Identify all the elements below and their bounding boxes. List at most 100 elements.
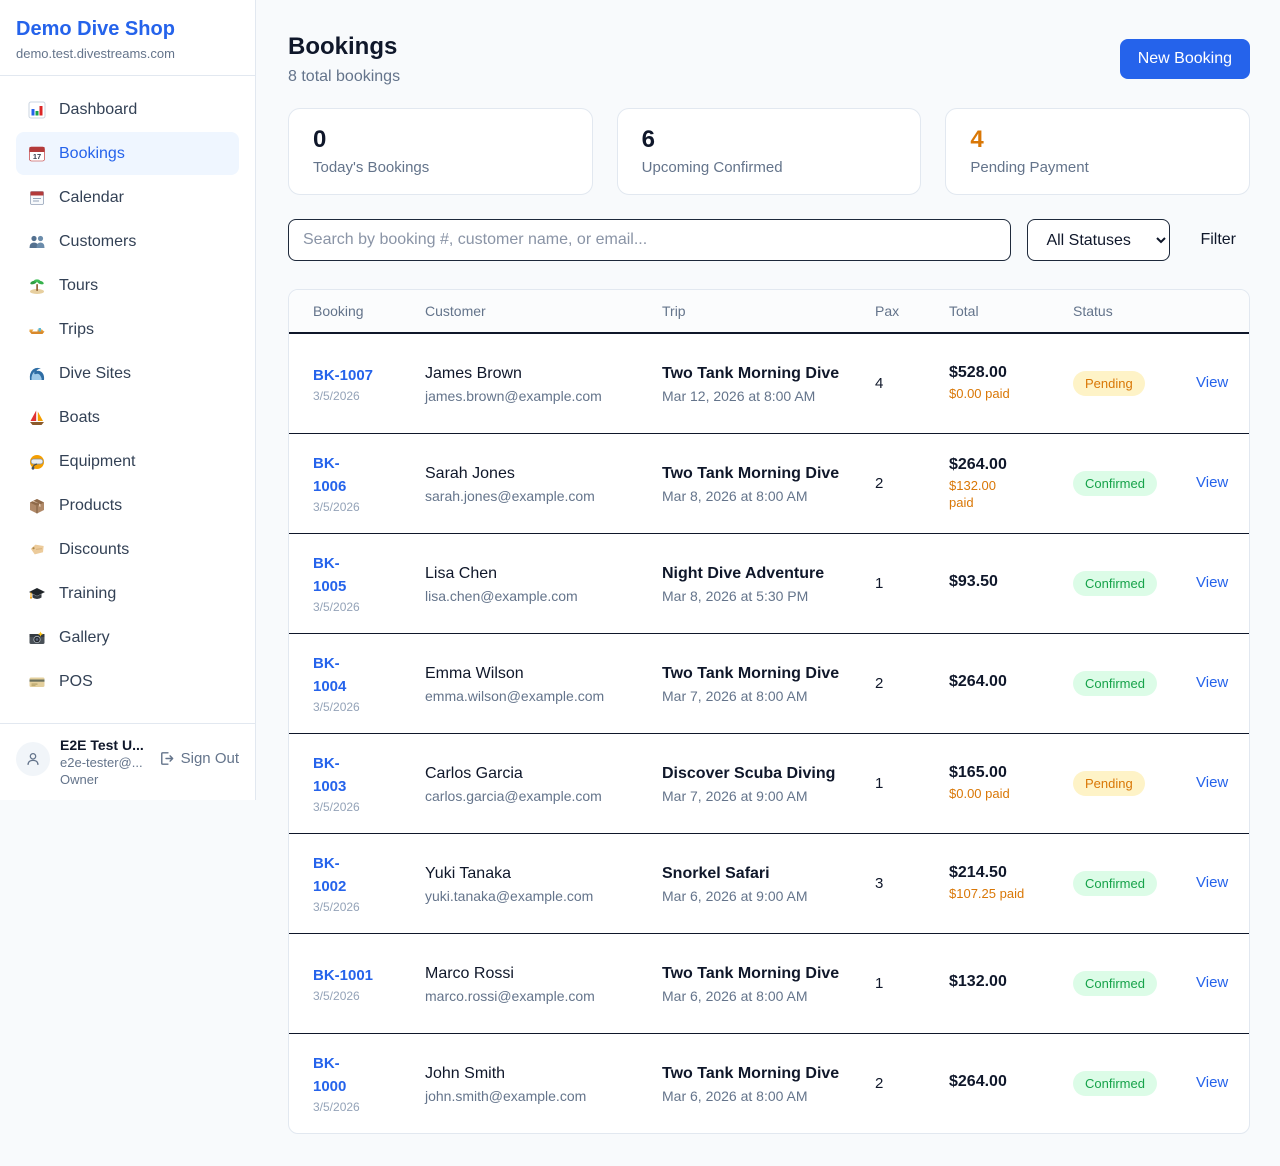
stat-value: 0 xyxy=(313,126,327,153)
sidebar-item-training[interactable]: Training xyxy=(16,572,239,615)
pax-count: 2 xyxy=(875,632,949,733)
view-link[interactable]: View xyxy=(1196,374,1229,392)
total-amount: $528.00 xyxy=(949,364,1007,382)
total-amount: $264.00 xyxy=(949,672,1007,690)
booking-date: 3/5/2026 xyxy=(313,988,360,1003)
bookings-table: Booking Customer Trip Pax Total Status B… xyxy=(289,290,1249,1133)
sidebar-item-products[interactable]: Products xyxy=(16,484,239,527)
table-row: BK-1007 3/5/2026 James Brown james.brown@e… xyxy=(289,333,1249,433)
status-badge: Confirmed xyxy=(1073,870,1157,896)
pax-count: 1 xyxy=(875,532,949,633)
booking-id-link[interactable]: BK-1001 xyxy=(313,966,374,984)
people-icon xyxy=(28,233,46,251)
user-email: e2e-tester@... xyxy=(60,755,143,770)
calendar-17-icon: 17 xyxy=(28,145,46,163)
page-subtitle: 8 total bookings xyxy=(288,68,401,85)
table-controls: All Statuses Filter xyxy=(288,219,1250,261)
view-link[interactable]: View xyxy=(1196,574,1229,591)
booking-date: 3/5/2026 xyxy=(313,388,360,403)
trip-name: Night Dive Adventure xyxy=(662,565,825,582)
view-link[interactable]: View xyxy=(1196,1074,1229,1092)
sidebar-header: Demo Dive Shop demo.test.divestreams.com xyxy=(0,0,255,76)
booking-id-link[interactable]: BK- 1002 xyxy=(313,855,347,895)
filter-button[interactable]: Filter xyxy=(1186,223,1250,257)
search-input[interactable] xyxy=(288,219,1012,261)
booking-id-link[interactable]: BK-1007 xyxy=(313,366,374,384)
table-row: BK-1001 3/5/2026 Marco Rossi marco.rossi@e… xyxy=(289,932,1249,1033)
pax-count: 2 xyxy=(875,432,949,533)
pax-count: 3 xyxy=(875,832,949,933)
status-filter-select[interactable]: All Statuses xyxy=(1027,219,1171,261)
view-link[interactable]: View xyxy=(1196,474,1229,491)
trip-datetime: Mar 7, 2026 at 9:00 AM xyxy=(662,788,808,804)
sidebar-item-boats[interactable]: Boats xyxy=(16,396,239,439)
sidebar-item-discounts[interactable]: Discounts xyxy=(16,528,239,571)
sidebar-item-pos[interactable]: POS xyxy=(16,660,239,703)
package-icon xyxy=(28,497,46,515)
sidebar-item-bookings[interactable]: 17 Bookings xyxy=(16,132,239,175)
trip-datetime: Mar 6, 2026 at 8:00 AM xyxy=(662,988,808,1004)
sidebar-item-dive-sites[interactable]: Dive Sites xyxy=(16,352,239,395)
calendar-pad-icon xyxy=(28,189,46,207)
sidebar-item-label: Dive Sites xyxy=(59,365,132,382)
customer-name: Yuki Tanaka xyxy=(425,864,511,882)
sidebar: Demo Dive Shop demo.test.divestreams.com… xyxy=(0,0,256,800)
sign-out-icon xyxy=(160,752,173,765)
paid-amount: $0.00 paid xyxy=(949,786,1010,801)
table-header-row: Booking Customer Trip Pax Total Status xyxy=(289,290,1249,334)
sign-out-button[interactable]: Sign Out xyxy=(158,750,239,767)
customer-email: john.smith@example.com xyxy=(425,1087,587,1104)
sidebar-item-tours[interactable]: Tours xyxy=(16,264,239,307)
sidebar-item-label: Trips xyxy=(59,321,94,338)
customer-name: Marco Rossi xyxy=(425,964,514,982)
view-link[interactable]: View xyxy=(1196,774,1229,791)
stat-value: 6 xyxy=(641,126,656,153)
new-booking-button[interactable]: New Booking xyxy=(1119,39,1250,79)
view-link[interactable]: View xyxy=(1196,974,1229,991)
sidebar-item-dashboard[interactable]: Dashboard xyxy=(16,88,239,131)
sidebar-item-trips[interactable]: Trips xyxy=(16,308,239,351)
stat-card-pending-payment: 4 Pending Payment xyxy=(945,108,1251,195)
trip-name: Two Tank Morning Dive xyxy=(662,1065,840,1083)
booking-id-link[interactable]: BK- 1000 xyxy=(313,1055,347,1096)
booking-id-link[interactable]: BK- 1003 xyxy=(313,755,347,795)
sidebar-item-label: Customers xyxy=(59,233,137,250)
booking-id-link[interactable]: BK- 1005 xyxy=(313,555,347,595)
status-badge: Confirmed xyxy=(1073,1070,1157,1096)
sidebar-item-customers[interactable]: Customers xyxy=(16,220,239,263)
col-header-customer: Customer xyxy=(425,290,662,334)
trip-datetime: Mar 7, 2026 at 8:00 AM xyxy=(662,688,808,704)
booking-date: 3/5/2026 xyxy=(313,500,360,514)
stat-card-upcoming-confirmed: 6 Upcoming Confirmed xyxy=(616,108,922,195)
status-badge: Confirmed xyxy=(1073,470,1157,496)
user-info: E2E Test U... e2e-tester@... Owner xyxy=(60,736,144,788)
booking-id-link[interactable]: BK- 1006 xyxy=(313,455,347,495)
table-row: BK- 1005 3/5/2026 Lisa Chen lisa.chen@exam… xyxy=(289,532,1249,633)
sidebar-item-calendar[interactable]: Calendar xyxy=(16,176,239,219)
tag-icon xyxy=(28,541,46,559)
sidebar-item-gallery[interactable]: Gallery xyxy=(16,616,239,659)
table-row: BK- 1002 3/5/2026 Yuki Tanaka yuki.tanaka@… xyxy=(289,832,1249,933)
status-badge: Pending xyxy=(1073,370,1145,396)
sidebar-item-equipment[interactable]: Equipment xyxy=(16,440,239,483)
trip-name: Two Tank Morning Dive xyxy=(662,465,840,482)
stat-label: Pending Payment xyxy=(970,159,1089,176)
trip-name: Two Tank Morning Dive xyxy=(662,665,840,682)
island-icon xyxy=(28,277,46,295)
booking-id-link[interactable]: BK- 1004 xyxy=(313,655,347,695)
wave-icon xyxy=(28,365,46,383)
pax-count: 1 xyxy=(875,932,949,1033)
trip-datetime: Mar 6, 2026 at 8:00 AM xyxy=(662,1088,808,1105)
customer-email: emma.wilson@example.com xyxy=(425,687,605,704)
view-link[interactable]: View xyxy=(1196,874,1229,891)
col-header-pax: Pax xyxy=(875,290,949,334)
customer-name: Lisa Chen xyxy=(425,564,498,582)
page-title: Bookings xyxy=(288,33,398,60)
view-link[interactable]: View xyxy=(1196,674,1229,691)
trip-datetime: Mar 6, 2026 at 9:00 AM xyxy=(662,888,808,904)
trip-name: Two Tank Morning Dive xyxy=(662,965,840,982)
page-header: Bookings 8 total bookings New Booking xyxy=(288,32,1250,86)
status-badge: Confirmed xyxy=(1073,670,1157,696)
user-name: E2E Test U... xyxy=(60,737,144,753)
shop-domain: demo.test.divestreams.com xyxy=(16,46,175,61)
